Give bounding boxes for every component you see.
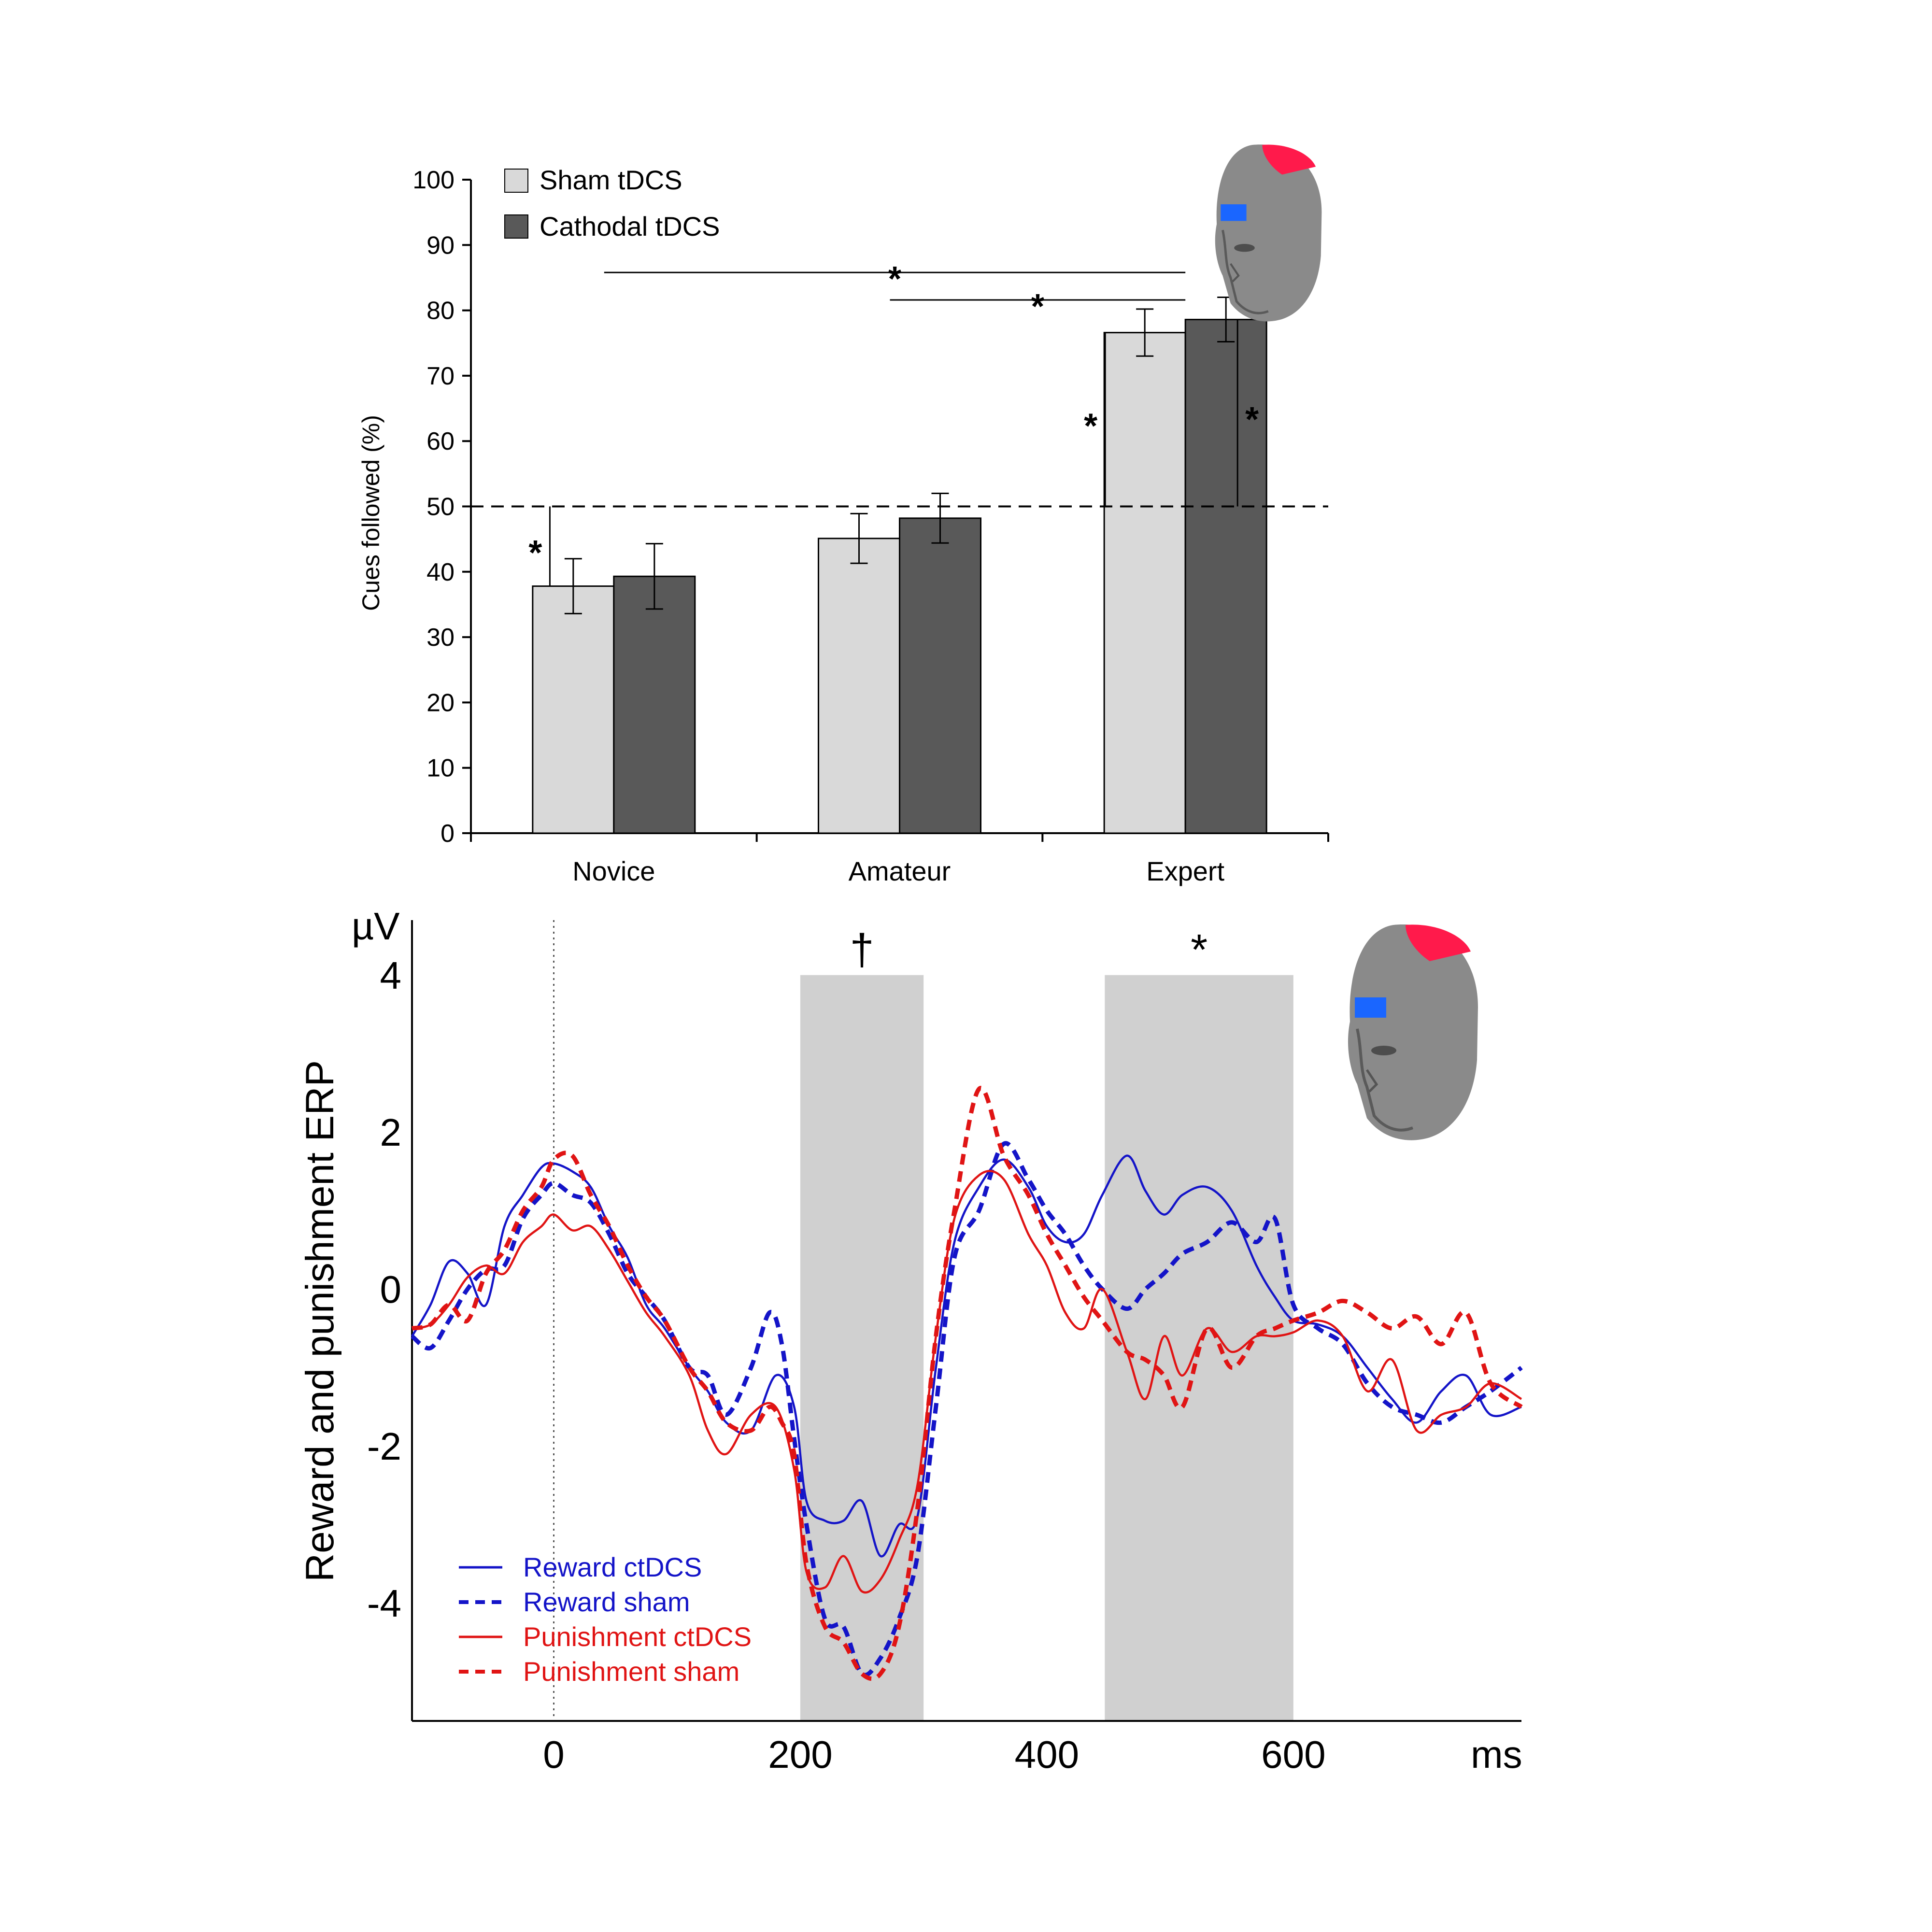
bar-y-tick-label: 80 [426, 297, 455, 325]
erp-legend: Reward ctDCS Reward sham Punishment ctDCS P… [459, 1552, 752, 1687]
erp-y-ticks: 4 2 0 -2 -4 [367, 954, 401, 1625]
erp-y-tick-label: 0 [380, 1268, 402, 1311]
legend-label: Reward sham [523, 1587, 690, 1617]
significance-star: * [1031, 287, 1044, 326]
erp-y-axis-label: Reward and punishment ERP [298, 1060, 342, 1582]
significance-markers: * * * * * [528, 260, 1259, 586]
bar-sham-tdcs-expert [1103, 332, 1186, 834]
legend-swatch-cathodal [504, 214, 528, 239]
bar-legend: Sham tDCS Cathodal tDCS [504, 165, 720, 242]
erp-x-tick-label: 600 [1261, 1733, 1325, 1776]
bar-x-ticks: Novice Amateur Expert [470, 833, 1329, 886]
bar-y-axis-label: Cues followed (%) [357, 415, 384, 611]
legend-label-sham: Sham tDCS [540, 165, 682, 195]
erp-y-tick-label: -4 [367, 1582, 401, 1625]
significance-star: * [888, 260, 901, 298]
significance-star: * [1245, 400, 1259, 439]
erp-series [411, 1085, 1523, 1681]
significance-star: * [528, 534, 542, 572]
erp-line-reward-sham [411, 1141, 1523, 1677]
bar-series [532, 319, 1267, 834]
erp-y-tick-label: 2 [380, 1111, 402, 1154]
bar-cathodal-tdcs-amateur [899, 517, 981, 834]
bar-y-tick-label: 20 [426, 689, 455, 717]
bar-y-tick-label: 30 [426, 624, 455, 652]
erp-x-ticks: 0 200 400 600 [543, 1733, 1325, 1776]
erp-line-reward-ctdcs [411, 1154, 1522, 1558]
bar-y-tick-label: 70 [426, 362, 455, 390]
legend-label: Reward ctDCS [523, 1552, 702, 1582]
erp-y-unit: µV [352, 905, 400, 948]
legend-label-cathodal: Cathodal tDCS [540, 211, 720, 242]
error-bars [564, 297, 1235, 614]
erp-x-unit: ms [1471, 1733, 1522, 1776]
erp-x-tick-label: 400 [1015, 1733, 1079, 1776]
bar-y-tick-label: 10 [426, 754, 455, 782]
head-electrode-icon [1348, 924, 1478, 1140]
bar-sham-tdcs-amateur [818, 538, 900, 834]
bar-y-ticks: 0 10 20 30 40 50 60 70 80 90 100 [412, 166, 471, 848]
erp-x-tick-label: 200 [768, 1733, 832, 1776]
erp-line-punishment-sham [412, 1085, 1523, 1681]
erp-line-chart: 420-2-4 0 200 400 600 † * µV ms Reward and p… [298, 905, 1523, 1776]
head-electrode-icon [1215, 144, 1322, 322]
erp-y-tick-label: 4 [380, 954, 402, 997]
erp-x-tick-label: 0 [543, 1733, 565, 1776]
bar-cathodal-tdcs-novice [613, 575, 696, 834]
bar-cathodal-tdcs-expert [1184, 319, 1267, 834]
bar-y-tick-label: 90 [426, 231, 455, 259]
legend-label: Punishment sham [523, 1656, 739, 1687]
category-label-expert: Expert [1146, 856, 1224, 886]
erp-y-tick-label: -2 [367, 1425, 401, 1468]
legend-label: Punishment ctDCS [523, 1621, 752, 1652]
window-significance-labels: † * [850, 926, 1208, 974]
window-significance-label: * [1191, 926, 1208, 974]
bar-y-tick-label: 0 [440, 820, 455, 848]
category-label-amateur: Amateur [849, 856, 951, 886]
bar-y-tick-label: 50 [426, 493, 455, 521]
bar-sham-tdcs-novice [532, 585, 615, 834]
category-label-novice: Novice [572, 856, 655, 886]
legend-swatch-sham [504, 169, 528, 193]
bar-y-tick-label: 60 [426, 427, 455, 455]
erp-line-punishment-ctdcs [412, 1170, 1522, 1594]
bar-y-tick-label: 100 [412, 166, 455, 194]
significance-star: * [1084, 407, 1097, 446]
window-significance-label: † [850, 926, 874, 974]
bar-y-tick-label: 40 [426, 558, 455, 586]
bar-chart: 0 10 20 30 40 50 60 70 80 90 100 Novice Amateur Expe… [357, 144, 1329, 886]
